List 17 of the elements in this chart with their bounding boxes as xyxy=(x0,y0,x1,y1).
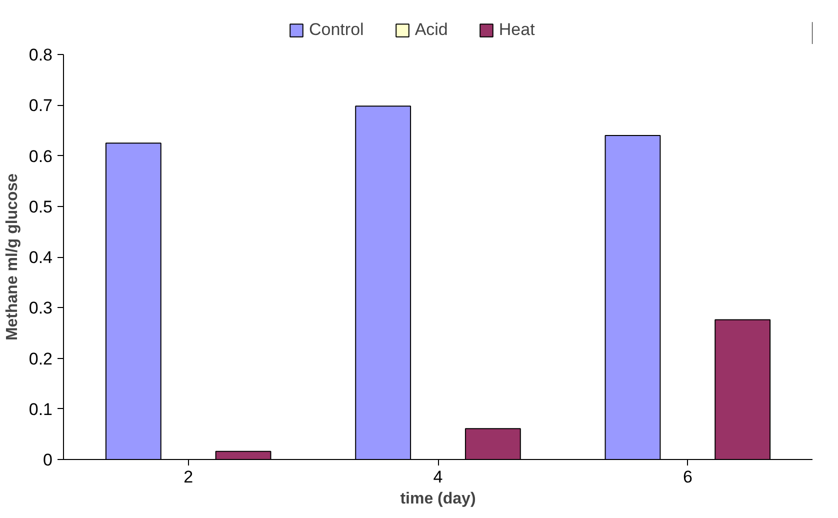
y-tick-label: 0.6 xyxy=(28,146,53,166)
x-tick-label: 4 xyxy=(433,468,443,486)
y-tick-label: 0.1 xyxy=(28,400,53,419)
x-tick-label: 2 xyxy=(184,468,194,486)
y-tick-label: 0.5 xyxy=(28,197,53,216)
y-tick-label: 0 xyxy=(43,450,53,470)
y-axis-title: Methane ml/g glucose xyxy=(4,173,21,341)
legend-label: Acid xyxy=(414,20,448,40)
x-tick-label: 6 xyxy=(682,468,692,486)
y-tick-label: 0.8 xyxy=(28,46,53,64)
y-tick-label: 0.3 xyxy=(28,298,53,318)
legend-label: Control xyxy=(309,20,364,40)
x-axis-title: time (day) xyxy=(400,490,476,508)
y-tick-label: 0.7 xyxy=(28,96,53,116)
y-tick-label: 0.4 xyxy=(28,248,53,267)
y-tick-label: 0.2 xyxy=(28,349,53,368)
legend-label: Heat xyxy=(498,20,535,40)
